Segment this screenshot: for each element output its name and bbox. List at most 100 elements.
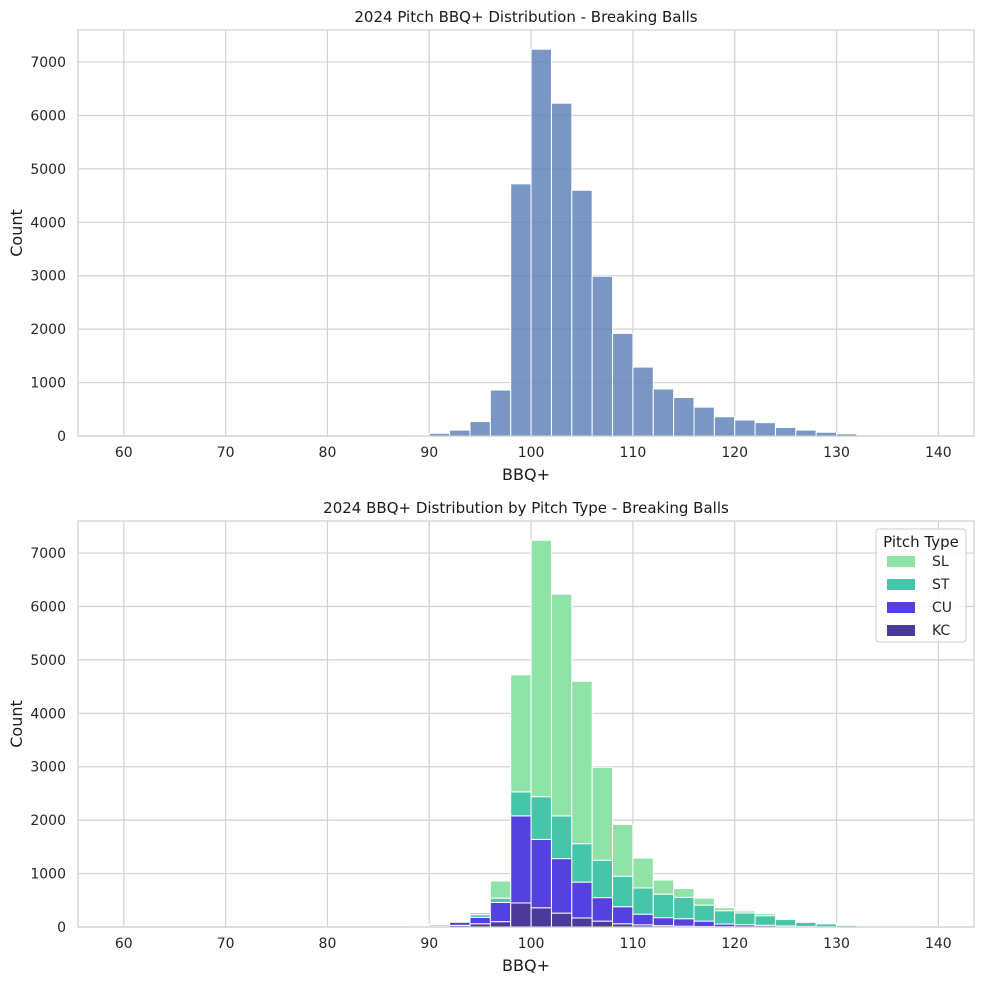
x-tick-labels-bottom: 60 70 80 90 100 110 120 130 140	[115, 936, 952, 952]
bar-sl	[815, 922, 838, 925]
x-tick-labels-top: 60 70 80 90 100 110 120 130 140	[115, 445, 952, 461]
bar	[469, 421, 491, 437]
bar-cu	[469, 916, 491, 925]
plot-frame-top	[77, 29, 975, 437]
legend-label-cu: CU	[932, 600, 952, 616]
bar-sl	[693, 897, 715, 906]
legend-swatch-st	[887, 579, 915, 590]
bar-sl	[734, 910, 756, 914]
legend: Pitch Type SL ST CU KC	[875, 528, 967, 643]
bar	[550, 102, 573, 437]
bar-sl	[489, 880, 512, 899]
bar	[734, 419, 756, 437]
bar-st	[449, 920, 471, 923]
bar-st	[550, 815, 573, 860]
x-tick-label: 60	[115, 936, 133, 952]
y-tick-labels-top: 0 1000 2000 3000 4000 5000 6000 7000	[30, 55, 66, 445]
bar-st	[673, 896, 695, 920]
legend-label-sl: SL	[932, 554, 949, 570]
bar-cu	[632, 913, 654, 926]
x-tick-label: 80	[319, 445, 337, 461]
bar-st	[571, 843, 593, 883]
x-tick-label: 140	[925, 445, 952, 461]
x-tick-label: 70	[217, 445, 235, 461]
y-tick-label: 3000	[30, 760, 66, 776]
bar-sl	[673, 888, 695, 898]
bar-st	[510, 791, 532, 817]
x-tick-label: 90	[420, 936, 438, 952]
bar	[652, 388, 675, 437]
y-axis-label-top: Count	[7, 209, 26, 257]
y-tick-label: 1000	[30, 867, 66, 883]
bar-cu	[673, 918, 695, 927]
chart-panel-top: 2024 Pitch BBQ+ Distribution - Breaking …	[7, 8, 975, 484]
bar-sl	[652, 879, 675, 895]
x-tick-label: 100	[518, 936, 545, 952]
bar-sl	[510, 674, 532, 793]
bar-st	[795, 921, 817, 927]
bars-top	[408, 48, 960, 437]
x-tick-label: 120	[721, 936, 748, 952]
y-tick-labels-bottom: 0 1000 2000 3000 4000 5000 6000 7000	[30, 546, 66, 936]
bar	[774, 426, 797, 437]
legend-label-kc: KC	[932, 623, 950, 639]
bar-cu	[612, 906, 634, 925]
x-tick-label: 120	[721, 445, 748, 461]
x-tick-label: 60	[115, 445, 133, 461]
bar	[530, 48, 552, 437]
bar-st	[530, 796, 552, 840]
x-tick-label: 80	[319, 936, 337, 952]
y-axis-label-bottom: Count	[7, 700, 26, 748]
bar-kc	[571, 917, 593, 928]
bar-sl	[713, 907, 736, 912]
bar	[693, 406, 715, 437]
x-tick-label: 70	[217, 936, 235, 952]
x-tick-label: 110	[620, 936, 647, 952]
y-tick-label: 7000	[30, 546, 66, 562]
bar	[713, 416, 736, 437]
bar-kc	[591, 920, 614, 928]
bar	[449, 429, 471, 437]
y-tick-label: 0	[57, 920, 66, 936]
bar-cu	[530, 838, 552, 909]
bar-st	[489, 897, 512, 903]
bar	[612, 332, 634, 437]
legend-swatch-sl	[887, 556, 915, 567]
y-tick-label: 7000	[30, 55, 66, 71]
bar	[591, 275, 614, 437]
bar	[673, 397, 695, 437]
bar-st	[632, 887, 654, 915]
plot-frame-bottom	[77, 520, 975, 928]
y-tick-label: 0	[57, 429, 66, 445]
bar-cu	[571, 881, 593, 919]
bar	[795, 429, 817, 437]
y-tick-label: 4000	[30, 706, 66, 722]
bar-st	[754, 915, 776, 926]
bar-st	[612, 875, 634, 908]
y-tick-label: 1000	[30, 376, 66, 392]
bar-sl	[469, 912, 491, 916]
bar-cu	[591, 897, 614, 922]
bar-kc	[550, 912, 573, 928]
x-tick-label: 140	[925, 936, 952, 952]
chart-panel-bottom: 2024 BBQ+ Distribution by Pitch Type - B…	[7, 499, 975, 975]
bar-sl	[632, 857, 654, 889]
bar	[632, 366, 654, 437]
x-tick-label: 90	[420, 445, 438, 461]
bar	[489, 389, 512, 437]
y-tick-label: 3000	[30, 269, 66, 285]
x-tick-label: 100	[518, 445, 545, 461]
bar-st	[693, 904, 715, 922]
y-tick-label: 2000	[30, 813, 66, 829]
bar-sl	[612, 823, 634, 877]
bar	[754, 422, 776, 437]
y-tick-label: 6000	[30, 599, 66, 615]
x-tick-label: 110	[620, 445, 647, 461]
legend-swatch-cu	[887, 602, 915, 613]
chart-title-bottom: 2024 BBQ+ Distribution by Pitch Type - B…	[323, 499, 729, 517]
bar	[510, 183, 532, 437]
y-tick-label: 5000	[30, 653, 66, 669]
y-tick-label: 2000	[30, 322, 66, 338]
bar-cu	[693, 920, 715, 927]
